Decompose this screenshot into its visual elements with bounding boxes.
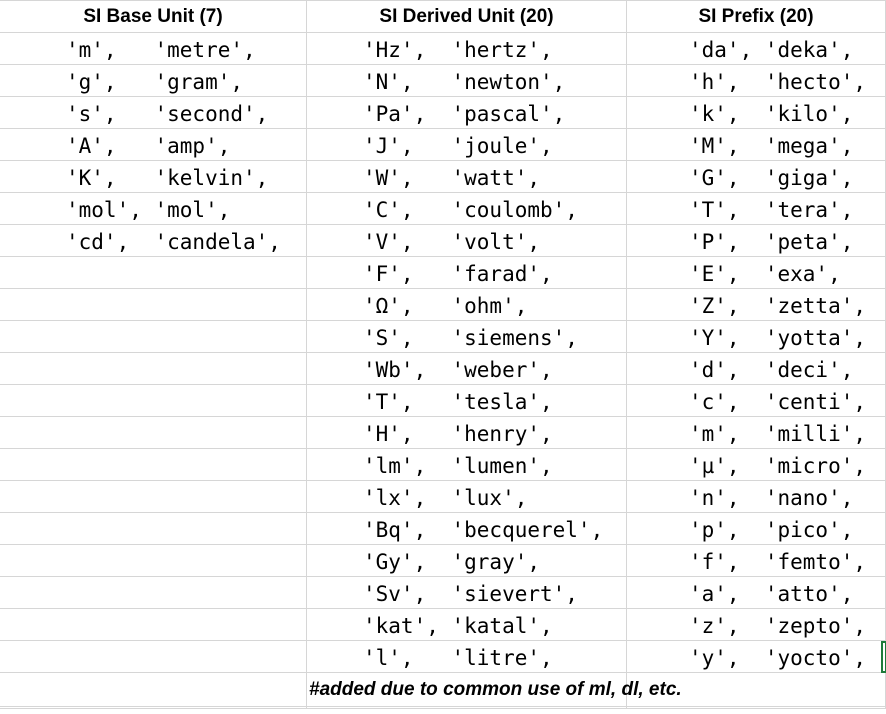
cell-empty [0,707,307,709]
cell-prefix[interactable]: 'h', 'hecto', [627,65,886,97]
cell-base-unit[interactable]: 'm', 'metre', [0,33,307,65]
cell-base-unit[interactable]: 'A', 'amp', [0,129,307,161]
cell-derived-unit[interactable]: 'Bq', 'becquerel', [307,513,627,545]
cell-derived-unit[interactable]: 'Ω', 'ohm', [307,289,627,321]
cell-prefix[interactable]: 'm', 'milli', [627,417,886,449]
cell-prefix[interactable]: 'P', 'peta', [627,225,886,257]
cell-prefix[interactable]: 'a', 'atto', [627,577,886,609]
cell-note[interactable]: #added due to common use of ml, dl, etc. [307,673,682,707]
cell-prefix[interactable]: 'c', 'centi', [627,385,886,417]
cell-derived-unit[interactable]: 'F', 'farad', [307,257,627,289]
cell-prefix[interactable]: 'z', 'zepto', [627,609,886,641]
cell-base-unit[interactable]: 'cd', 'candela', [0,225,307,257]
cell-prefix[interactable]: 'd', 'deci', [627,353,886,385]
cell-derived-unit[interactable]: 'H', 'henry', [307,417,627,449]
cell-empty[interactable] [0,641,307,673]
cell-prefix[interactable]: 'n', 'nano', [627,481,886,513]
cell-empty [307,707,627,709]
cell-derived-unit[interactable]: 'Pa', 'pascal', [307,97,627,129]
cell-base-unit[interactable]: 'mol', 'mol', [0,193,307,225]
cell-empty[interactable] [0,577,307,609]
cell-base-unit[interactable]: 's', 'second', [0,97,307,129]
cell-empty[interactable] [0,289,307,321]
column-header-prefix[interactable]: SI Prefix (20) [627,1,886,33]
cell-derived-unit[interactable]: 'Hz', 'hertz', [307,33,627,65]
cell-derived-unit[interactable]: 'lx', 'lux', [307,481,627,513]
column-header-base[interactable]: SI Base Unit (7) [0,1,307,33]
cell-empty[interactable] [627,673,886,707]
cell-prefix[interactable]: 'p', 'pico', [627,513,886,545]
cell-derived-unit[interactable]: 'S', 'siemens', [307,321,627,353]
cell-derived-unit[interactable]: 'Gy', 'gray', [307,545,627,577]
cell-empty[interactable] [0,673,307,707]
cell-empty[interactable] [0,321,307,353]
cell-derived-unit[interactable]: 'C', 'coulomb', [307,193,627,225]
cell-base-unit[interactable]: 'K', 'kelvin', [0,161,307,193]
column-header-derived[interactable]: SI Derived Unit (20) [307,1,627,33]
cell-empty[interactable] [0,385,307,417]
cell-derived-unit[interactable]: 'V', 'volt', [307,225,627,257]
cell-prefix[interactable]: 'f', 'femto', [627,545,886,577]
cell-prefix[interactable]: 'M', 'mega', [627,129,886,161]
cell-derived-unit[interactable]: 'Sv', 'sievert', [307,577,627,609]
cell-empty[interactable] [0,417,307,449]
cell-empty[interactable] [0,609,307,641]
cell-derived-unit[interactable]: 'kat', 'katal', [307,609,627,641]
cell-base-unit[interactable]: 'g', 'gram', [0,65,307,97]
cell-derived-unit[interactable]: 'N', 'newton', [307,65,627,97]
cell-empty[interactable] [0,257,307,289]
cell-derived-unit[interactable]: 'T', 'tesla', [307,385,627,417]
cell-prefix[interactable]: 'µ', 'micro', [627,449,886,481]
cell-empty[interactable] [0,449,307,481]
cell-derived-unit[interactable]: 'lm', 'lumen', [307,449,627,481]
cell-prefix[interactable]: 'E', 'exa', [627,257,886,289]
cell-prefix[interactable]: 'da', 'deka', [627,33,886,65]
cell-empty[interactable] [0,545,307,577]
cell-empty [627,707,886,709]
cell-prefix[interactable]: 'Y', 'yotta', [627,321,886,353]
cell-prefix[interactable]: 'k', 'kilo', [627,97,886,129]
cell-derived-unit[interactable]: 'Wb', 'weber', [307,353,627,385]
cell-derived-unit[interactable]: 'J', 'joule', [307,129,627,161]
active-cell-selection [881,641,886,673]
cell-empty[interactable] [0,513,307,545]
cell-prefix[interactable]: 'Z', 'zetta', [627,289,886,321]
cell-prefix[interactable]: 'y', 'yocto', [627,641,886,673]
cell-derived-unit[interactable]: 'W', 'watt', [307,161,627,193]
cell-derived-unit[interactable]: 'l', 'litre', [307,641,627,673]
cell-prefix[interactable]: 'T', 'tera', [627,193,886,225]
cell-empty[interactable] [0,481,307,513]
cell-empty[interactable] [0,353,307,385]
cell-prefix[interactable]: 'G', 'giga', [627,161,886,193]
